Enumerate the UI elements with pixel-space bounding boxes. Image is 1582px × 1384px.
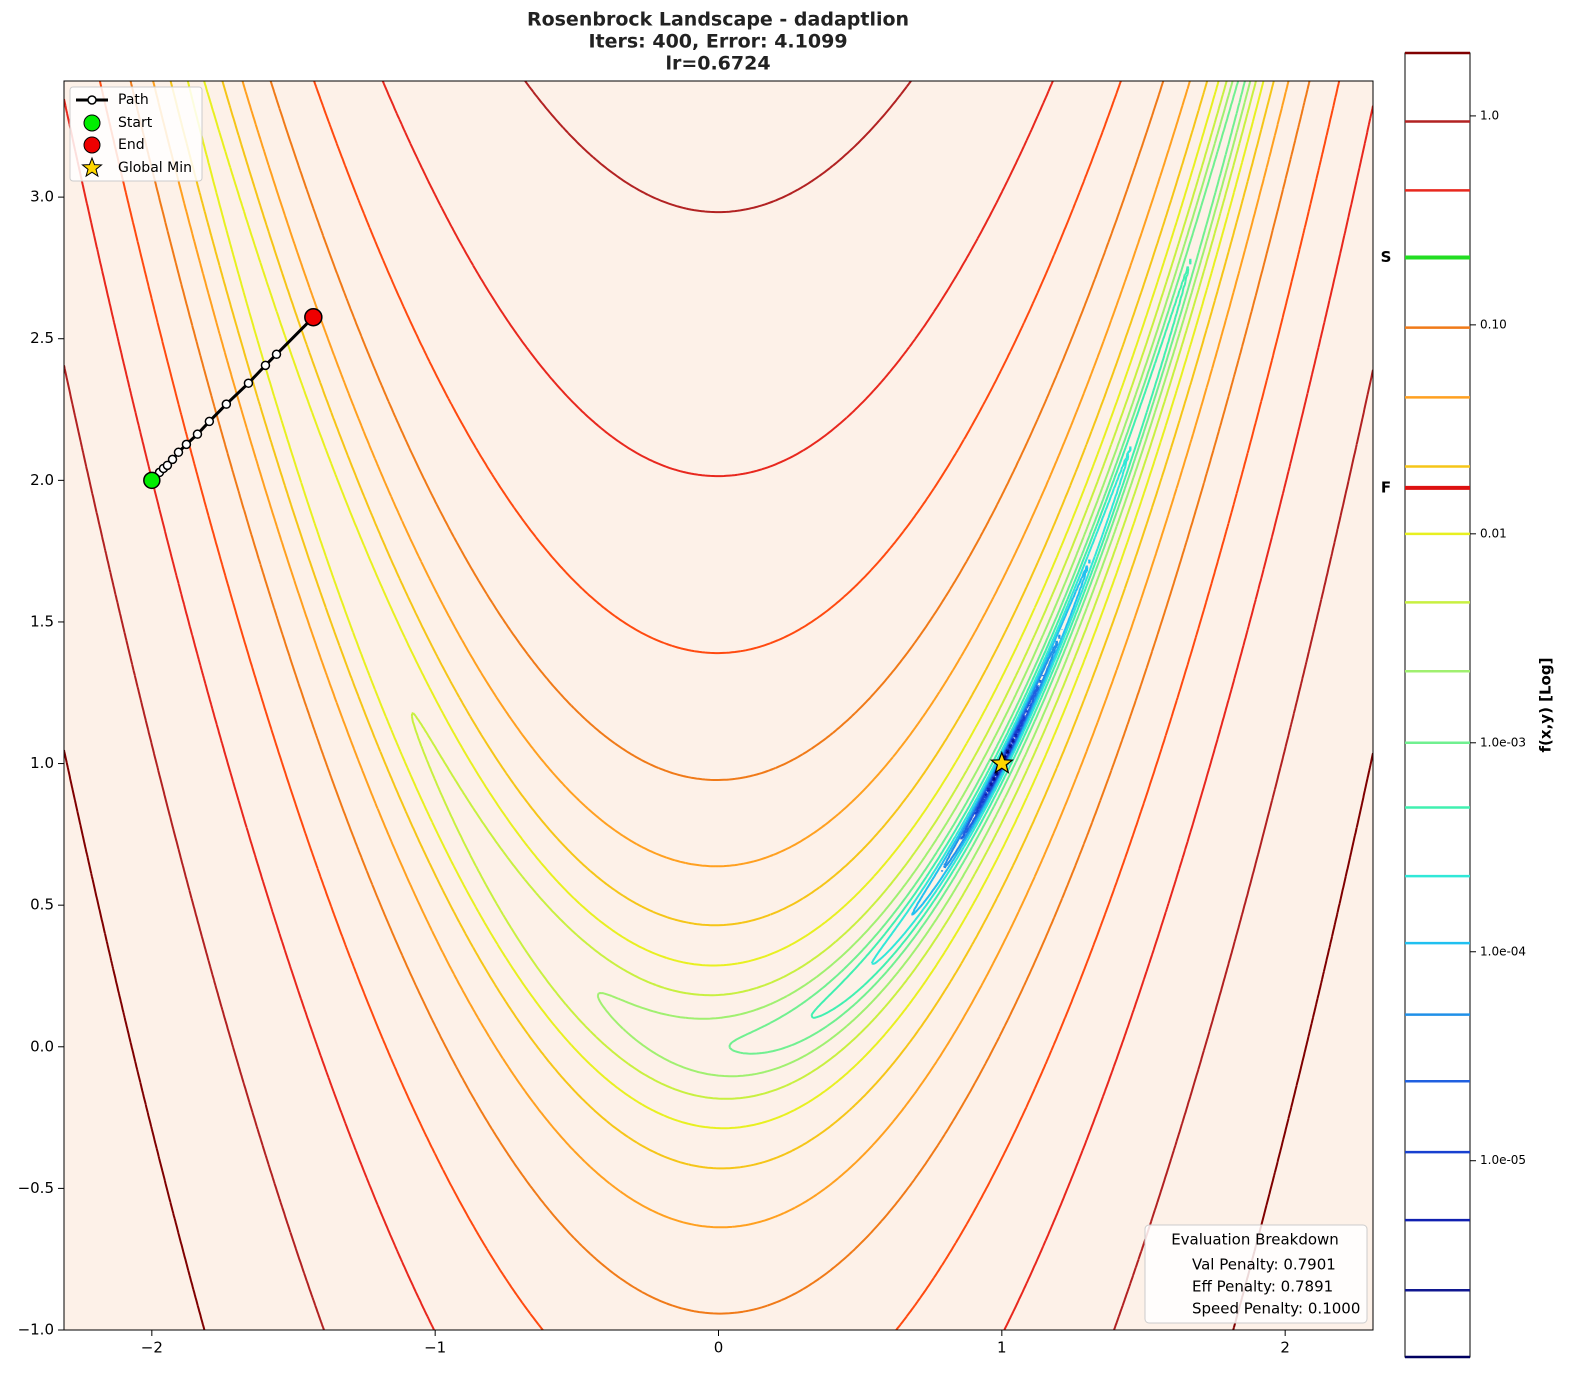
annotation-line: Eff Penalty: 0.7891 [1192, 1278, 1333, 1296]
contour-line [186, 81, 1265, 1130]
y-tick-label: 1.5 [30, 612, 54, 630]
contour-line [98, 81, 1341, 1330]
colorbar-marker-label: S [1381, 248, 1392, 266]
y-tick-label: 2.0 [30, 471, 54, 489]
path-point [243, 378, 254, 388]
path-point [173, 447, 184, 458]
start-marker [143, 471, 161, 490]
chart-subtitle: lr=0.6724 [665, 53, 770, 75]
y-tick-label: −0.5 [18, 1179, 54, 1197]
y-tick-label: 0.5 [30, 896, 54, 914]
path-point [221, 399, 232, 409]
legend-label: Start [118, 115, 153, 131]
colorbar-tick-label: 0.10 [1480, 317, 1507, 331]
colorbar-tick-label: 1.0e-05 [1480, 1153, 1526, 1167]
legend-label: End [118, 137, 145, 153]
x-tick-label: −2 [141, 1339, 163, 1357]
y-tick-label: 0.0 [30, 1037, 54, 1055]
end-marker [304, 307, 323, 327]
colorbar-tick-label: 1.0e-04 [1480, 944, 1526, 958]
contour-line [596, 81, 1252, 1078]
annotation-line: Val Penalty: 0.7901 [1192, 1256, 1336, 1274]
contour-line [410, 81, 1257, 1100]
colorbar-marker-label: F [1381, 478, 1391, 496]
y-tick-label: 3.0 [30, 188, 54, 206]
path-point [162, 460, 173, 471]
x-tick-label: −1 [424, 1339, 446, 1357]
colorbar-tick-label: 1.0e-03 [1480, 735, 1526, 749]
y-tick-label: −1.0 [18, 1321, 54, 1339]
path-point [192, 429, 203, 439]
contour-line [910, 559, 1091, 916]
contour-line [64, 81, 1373, 1330]
annotation-title: Evaluation Breakdown [1171, 1231, 1339, 1249]
legend-path-marker [87, 95, 97, 105]
path-point [271, 349, 282, 360]
legend-end-marker [83, 136, 101, 154]
path-point [260, 360, 271, 371]
contour-line [810, 258, 1192, 1019]
contour-line [64, 81, 1373, 1330]
annotation-box: Evaluation Breakdown Val Penalty: 0.7901… [1144, 1224, 1368, 1324]
legend-box [69, 86, 203, 182]
contour-line [169, 81, 1275, 1170]
y-tick-label: 1.0 [30, 754, 54, 772]
contour-layer [64, 81, 1373, 1330]
contour-line [870, 446, 1132, 965]
colorbar-tick-label: 1.0 [1480, 108, 1499, 122]
chart-subtitle: Iters: 400, Error: 4.1099 [588, 31, 847, 53]
legend-label: Global Min [118, 160, 192, 176]
contour-line [64, 749, 1373, 1330]
x-tick-label: 2 [1280, 1339, 1290, 1357]
x-tick-label: 0 [714, 1339, 724, 1357]
legend-start-marker [83, 114, 101, 132]
contour-line [129, 81, 1311, 1315]
y-tick-label: 2.5 [30, 329, 54, 347]
annotation-frame [1144, 1224, 1368, 1324]
colorbar-frame [1404, 52, 1471, 1358]
contour-line [152, 81, 1290, 1229]
x-tick-label: 1 [997, 1339, 1007, 1357]
path-point [204, 416, 215, 427]
legend-label: Path [118, 92, 149, 108]
annotation-line: Speed Penalty: 0.1000 [1192, 1300, 1360, 1318]
colorbar-tick-label: 0.01 [1480, 526, 1507, 540]
chart-title: Rosenbrock Landscape - dadaptlion [527, 9, 909, 31]
path-point [167, 454, 178, 465]
legend: Path Start End Global Min [69, 86, 203, 182]
colorbar-label: f(x,y) [Log] [1537, 658, 1555, 753]
path-point [181, 439, 192, 450]
legend-min-marker [81, 156, 103, 178]
overlay-layer [143, 307, 1014, 774]
global-min-marker [989, 750, 1014, 774]
contour-line [728, 81, 1246, 1055]
